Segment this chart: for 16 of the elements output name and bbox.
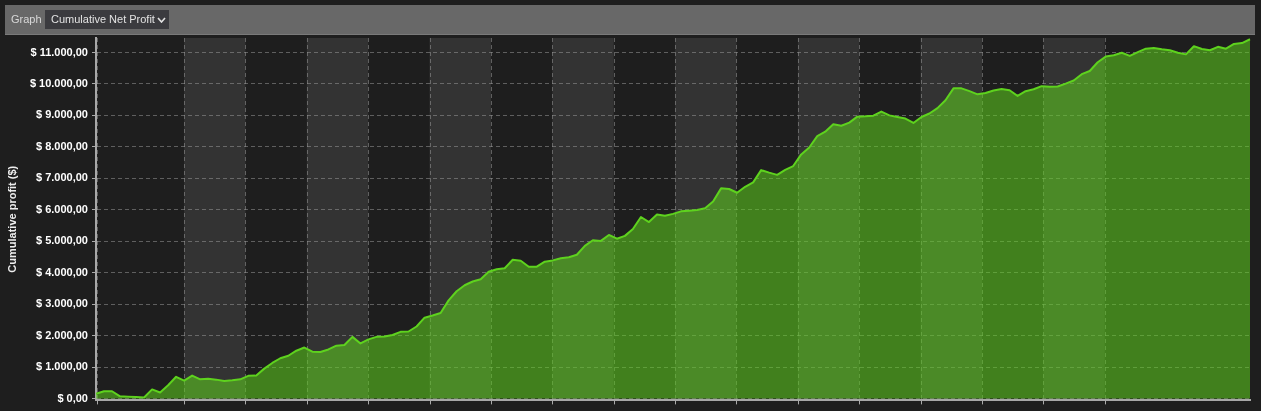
- text: Graph: [11, 13, 42, 25]
- y-tick-label: $ 5.000,00: [36, 234, 88, 247]
- y-tick-label: $ 9.000,00: [36, 108, 88, 121]
- y-tick-label: $ 0,00: [57, 391, 88, 404]
- y-tick-label: $ 6.000,00: [36, 202, 88, 215]
- y-tick-label: $ 7.000,00: [36, 171, 88, 184]
- dropdown: Cumulative Net Profit: [45, 10, 169, 29]
- y-axis-title: Cumulative profit ($): [5, 165, 18, 273]
- y-tick-label: $ 2.000,00: [36, 328, 88, 341]
- y-tick-label: $ 1.000,00: [36, 360, 88, 373]
- y-tick-label: $ 3.000,00: [36, 297, 88, 310]
- y-tick-label: $ 8.000,00: [36, 139, 88, 152]
- chart-title: Cumulative Net Profit: [51, 13, 155, 25]
- y-tick-label: $ 4.000,00: [36, 265, 88, 278]
- y-tick-label: $ 10.000,00: [29, 76, 88, 89]
- y-tick-label: $ 11.000,00: [30, 45, 88, 58]
